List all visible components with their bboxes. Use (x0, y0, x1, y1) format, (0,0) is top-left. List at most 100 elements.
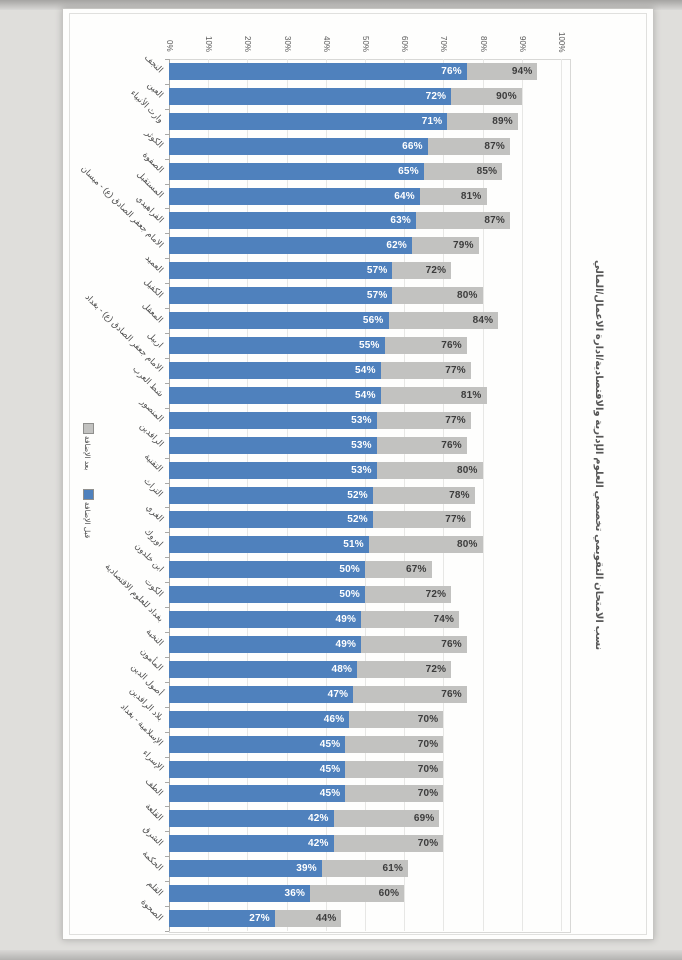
bar-before: 51% (169, 536, 369, 554)
category-axis-tick (165, 457, 169, 459)
axis-tick-label: 70% (439, 36, 449, 53)
bar-before: 48% (169, 660, 358, 678)
value-label-before: 64% (394, 190, 415, 202)
value-label-after: 80% (456, 539, 478, 551)
axis-tick-label: 20% (243, 36, 253, 53)
category-axis-tick (165, 557, 169, 559)
value-label-before: 57% (366, 265, 388, 277)
bar-before: 39% (169, 860, 322, 878)
value-label-after: 77% (445, 514, 466, 526)
bar-before: 52% (169, 486, 373, 504)
value-label-after: 72% (425, 265, 447, 277)
bar-before: 57% (169, 262, 393, 280)
value-label-after: 87% (484, 215, 506, 227)
bar-before: 72% (169, 87, 452, 105)
bar-before: 65% (169, 162, 424, 180)
axis-tick-label: 40% (321, 36, 331, 53)
value-label-after: 76% (441, 439, 462, 451)
bar-before: 63% (169, 212, 416, 230)
value-label-after: 90% (496, 90, 517, 102)
value-label-before: 71% (421, 115, 443, 127)
category-axis-tick (165, 83, 169, 85)
category-axis-tick (165, 183, 169, 185)
category-axis-tick (165, 532, 169, 534)
category-axis-tick (165, 108, 169, 110)
value-label-before: 48% (331, 663, 353, 675)
category-axis-tick (165, 856, 169, 858)
value-label-before: 65% (398, 165, 419, 177)
value-label-after: 72% (425, 663, 447, 675)
category-axis-tick (165, 632, 169, 634)
bar-before: 64% (169, 187, 420, 205)
bar-before: 54% (169, 386, 381, 404)
chart-outer-border (69, 13, 647, 935)
legend-swatch-after (83, 423, 94, 434)
category-axis-tick (165, 831, 169, 833)
category-axis-tick (165, 931, 169, 932)
value-label-after: 87% (484, 140, 506, 152)
value-label-after: 77% (445, 364, 466, 376)
value-label-after: 70% (417, 788, 439, 800)
value-label-after: 81% (460, 389, 482, 401)
category-axis-tick (165, 133, 169, 135)
value-label-before: 36% (284, 888, 306, 900)
bar-before: 66% (169, 137, 428, 155)
category-axis-tick (165, 158, 169, 160)
axis-tick-label: 100% (557, 32, 566, 53)
value-label-before: 27% (249, 913, 270, 925)
category-axis-tick (165, 432, 169, 434)
category-axis-tick (165, 208, 169, 210)
value-label-after: 60% (378, 888, 400, 900)
bar-before: 50% (169, 561, 365, 579)
category-axis-tick (165, 382, 169, 384)
value-label-before: 57% (366, 290, 388, 302)
photo-edge-top (0, 0, 682, 10)
legend-label-after: بعد الإضافة (83, 436, 92, 471)
gridline (521, 59, 523, 931)
value-label-after: 67% (406, 564, 427, 576)
bar-before: 55% (169, 337, 385, 354)
category-axis-tick (165, 781, 169, 783)
value-label-before: 50% (339, 589, 360, 601)
value-label-before: 52% (347, 514, 368, 526)
value-label-after: 85% (476, 165, 498, 177)
bar-before: 57% (169, 287, 393, 305)
bar-before: 45% (169, 785, 346, 803)
axis-tick-label: 90% (517, 36, 527, 53)
bar-before: 53% (169, 411, 377, 429)
category-axis-tick (165, 283, 169, 285)
value-label-before: 55% (358, 340, 380, 351)
value-label-before: 52% (347, 489, 368, 501)
bar-before: 50% (169, 586, 365, 604)
value-label-after: 80% (456, 290, 478, 302)
value-label-after: 61% (382, 863, 404, 875)
category-axis-tick (165, 407, 169, 409)
value-label-after: 70% (417, 763, 439, 775)
value-label-after: 76% (441, 688, 462, 700)
category-axis-tick (165, 806, 169, 808)
value-label-before: 45% (319, 738, 341, 750)
value-label-after: 89% (492, 115, 513, 127)
value-label-before: 49% (335, 614, 357, 626)
axis-tick-label: 30% (282, 36, 292, 53)
category-axis-tick (165, 656, 169, 658)
value-label-before: 49% (335, 638, 357, 650)
bar-before: 56% (169, 312, 389, 330)
category-axis-tick (165, 308, 169, 310)
chart-title: نسب الامتحان التقويمي تخصصي العلوم الإدا… (593, 260, 604, 651)
bar-before: 62% (169, 237, 413, 255)
category-axis-tick (165, 756, 169, 758)
value-label-before: 47% (327, 688, 349, 700)
value-label-after: 81% (460, 190, 482, 202)
value-label-before: 45% (319, 788, 341, 800)
category-axis-tick (165, 233, 169, 235)
value-label-after: 78% (449, 489, 470, 501)
value-label-before: 42% (308, 838, 329, 850)
value-label-after: 80% (456, 464, 478, 476)
category-axis-tick (165, 507, 169, 509)
value-label-before: 53% (351, 414, 372, 426)
bar-before: 52% (169, 511, 373, 529)
value-label-after: 79% (453, 240, 474, 252)
value-label-before: 39% (296, 863, 317, 875)
